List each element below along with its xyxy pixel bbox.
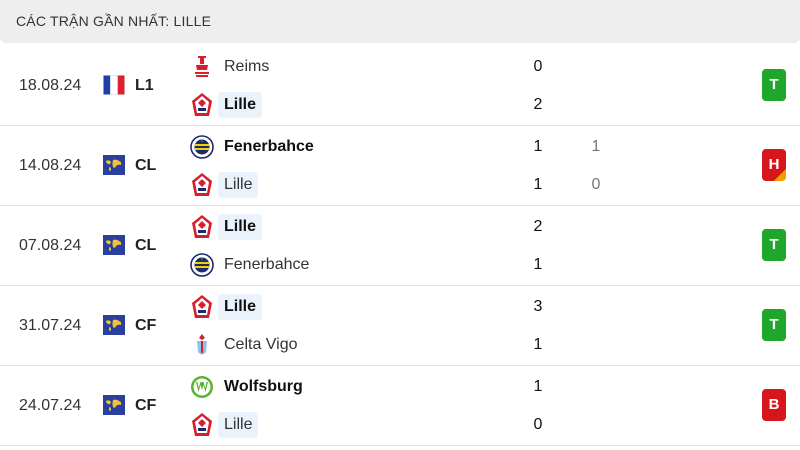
- world-flag-icon: [103, 235, 125, 255]
- world-flag-icon: [103, 395, 125, 415]
- away-score: 1: [533, 336, 543, 353]
- away-score: 1: [533, 176, 543, 193]
- lille-crest-icon: [190, 412, 214, 438]
- away-team-line: Fenerbahce 1: [188, 247, 588, 283]
- match-date: 07.08.24: [19, 237, 82, 254]
- away-team-name[interactable]: Lille: [218, 92, 263, 118]
- lille-crest-icon: [190, 92, 214, 118]
- home-team-line: Lille 2: [188, 209, 588, 245]
- home-team-line: Wolfsburg 1: [188, 369, 588, 405]
- celta-vigo-crest-icon: [190, 332, 214, 358]
- home-score: 1: [533, 138, 543, 155]
- section-header: CÁC TRẬN GẦN NHẤT: LILLE: [0, 0, 800, 43]
- result-badge: T: [762, 309, 786, 341]
- home-penalty-score: 1: [591, 138, 601, 155]
- lille-crest-icon: [190, 294, 214, 320]
- home-team-name[interactable]: Lille: [218, 214, 263, 240]
- away-team-line: Lille 2: [188, 87, 588, 123]
- result-badge: B: [762, 389, 786, 421]
- result-badge: H: [762, 149, 786, 181]
- away-team-line: Celta Vigo 1: [188, 327, 588, 363]
- away-team-line: Lille 0: [188, 407, 588, 443]
- home-team-name[interactable]: Wolfsburg: [224, 378, 303, 395]
- match-row[interactable]: 24.07.24 CF Wolfsburg 1 Lille 0 B: [0, 366, 800, 446]
- away-team-name[interactable]: Lille: [218, 172, 259, 198]
- away-team-line: Lille 1 0: [188, 167, 600, 203]
- away-score: 0: [533, 416, 543, 433]
- home-score: 2: [533, 218, 543, 235]
- home-team-name[interactable]: Fenerbahce: [224, 138, 314, 155]
- fenerbahce-crest-icon: [190, 252, 214, 278]
- away-team-name[interactable]: Lille: [218, 412, 259, 438]
- home-score: 3: [533, 298, 543, 315]
- away-penalty-score: 0: [591, 176, 601, 193]
- result-badge: T: [762, 69, 786, 101]
- home-team-name[interactable]: Reims: [224, 58, 270, 75]
- match-row[interactable]: 31.07.24 CF Lille 3 Celta Vigo 1 T: [0, 286, 800, 366]
- home-score: 1: [533, 378, 543, 395]
- match-row[interactable]: 14.08.24 CL Fenerbahce 1 1 Lille 1 0 H: [0, 126, 800, 206]
- home-team-name[interactable]: Lille: [218, 294, 263, 320]
- home-team-line: Fenerbahce 1 1: [188, 129, 600, 165]
- world-flag-icon: [103, 315, 125, 335]
- match-date: 31.07.24: [19, 317, 82, 334]
- world-flag-icon: [103, 155, 125, 175]
- away-team-name[interactable]: Celta Vigo: [224, 336, 298, 353]
- competition-name: L1: [135, 77, 154, 94]
- match-row[interactable]: 18.08.24 L1 Reims 0 Lille 2 T: [0, 46, 800, 126]
- home-score: 0: [533, 58, 543, 75]
- competition-name: CF: [135, 317, 157, 334]
- competition-name: CL: [135, 237, 157, 254]
- lille-crest-icon: [190, 172, 214, 198]
- home-team-line: Lille 3: [188, 289, 588, 325]
- away-score: 1: [533, 256, 543, 273]
- home-team-line: Reims 0: [188, 49, 588, 85]
- result-badge: T: [762, 229, 786, 261]
- away-score: 2: [533, 96, 543, 113]
- away-team-name[interactable]: Fenerbahce: [224, 256, 310, 273]
- match-row[interactable]: 07.08.24 CL Lille 2 Fenerbahce 1 T: [0, 206, 800, 286]
- reims-crest-icon: [190, 54, 214, 80]
- match-date: 24.07.24: [19, 397, 82, 414]
- competition-name: CF: [135, 397, 157, 414]
- match-date: 14.08.24: [19, 157, 82, 174]
- wolfsburg-crest-icon: [190, 374, 214, 400]
- match-date: 18.08.24: [19, 77, 82, 94]
- lille-crest-icon: [190, 214, 214, 240]
- france-flag-icon: [103, 75, 125, 95]
- section-title: CÁC TRẬN GẦN NHẤT: LILLE: [16, 13, 212, 29]
- fenerbahce-crest-icon: [190, 134, 214, 160]
- competition-name: CL: [135, 157, 157, 174]
